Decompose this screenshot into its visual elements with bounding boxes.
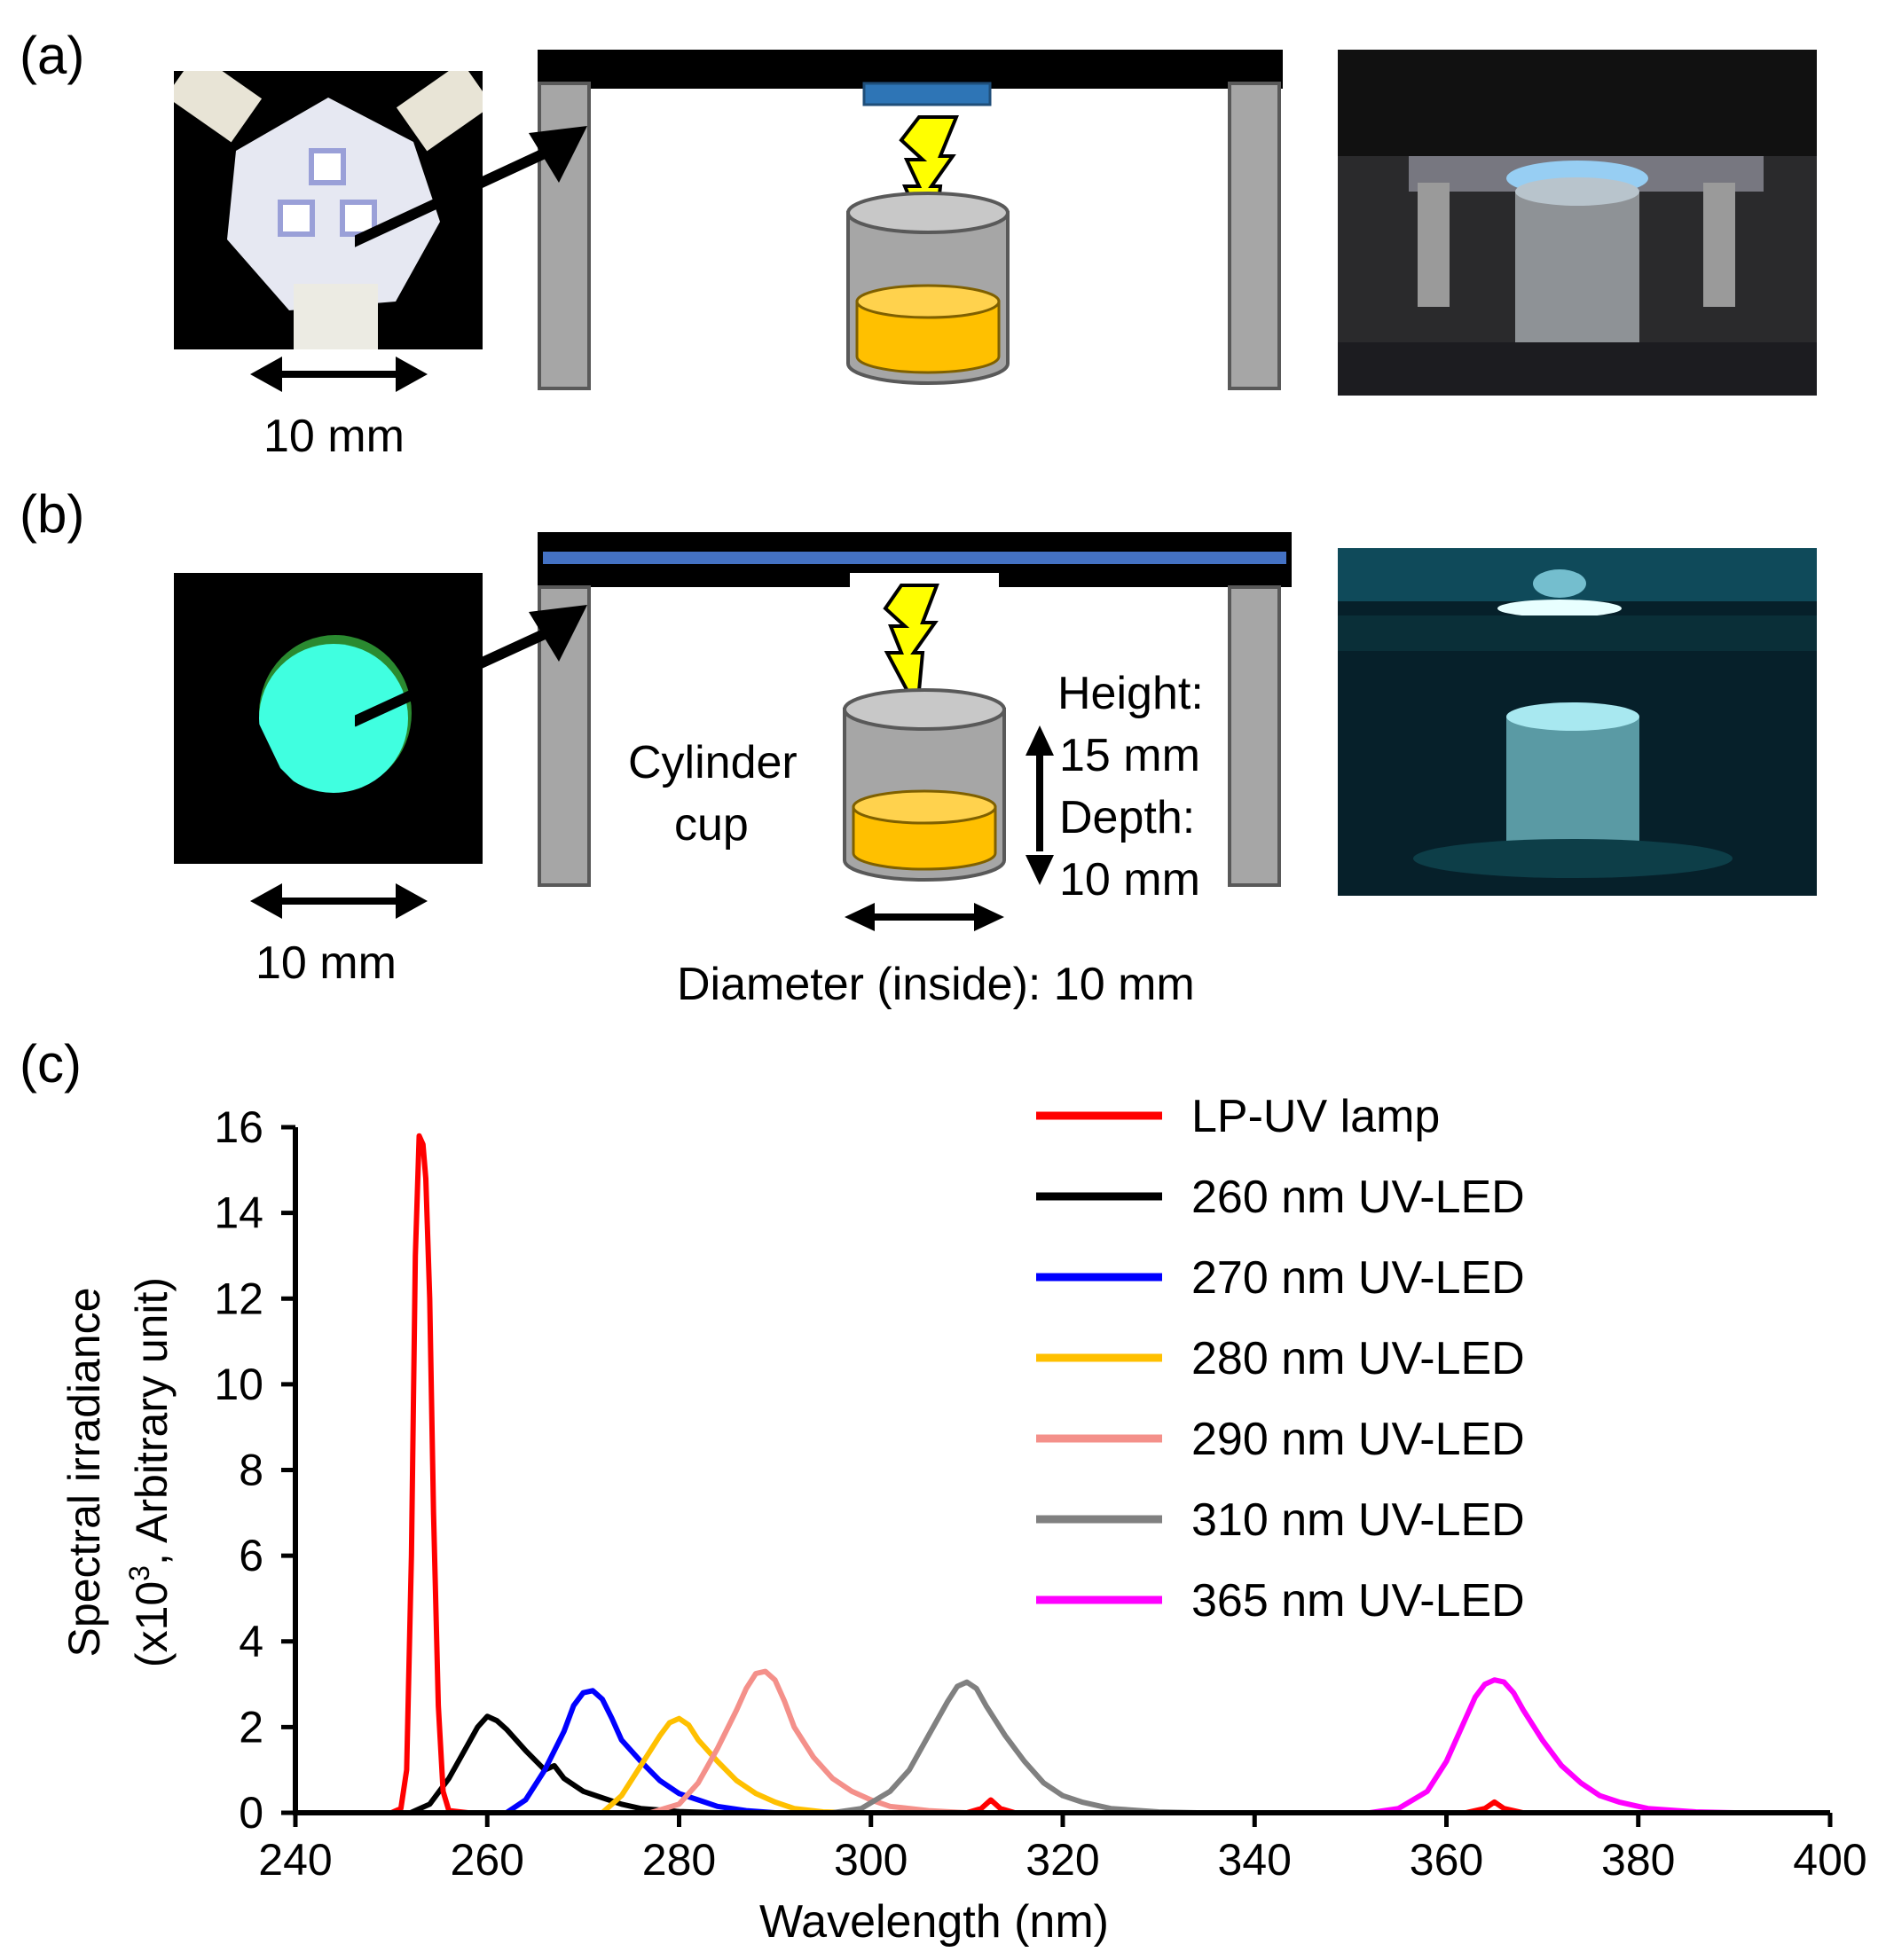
sample-liquid-b <box>852 805 997 871</box>
depth-label: Depth: <box>1059 792 1196 843</box>
y-tick-label-2: 4 <box>239 1617 263 1666</box>
y-tick-label-3: 6 <box>239 1531 263 1580</box>
chart-series-group <box>295 1133 1830 1815</box>
legend-label-4: 290 nm UV-LED <box>1191 1414 1525 1465</box>
x-tick-label-0: 240 <box>258 1835 332 1885</box>
y-tick-label-1: 2 <box>239 1702 263 1752</box>
x-tick-label-5: 340 <box>1218 1835 1292 1885</box>
height-label: Height: <box>1057 668 1204 719</box>
series-line-6 <box>295 1677 1830 1815</box>
series-line-0 <box>295 1133 1830 1815</box>
legend-label-0: LP-UV lamp <box>1191 1091 1440 1142</box>
led-apparatus-photo <box>1338 50 1817 396</box>
chart-legend: LP-UV lamp 260 nm UV-LED 270 nm UV-LED 280 … <box>1036 1091 1525 1627</box>
y-tick-label-4: 8 <box>239 1446 263 1495</box>
led-chip <box>862 82 992 106</box>
lp-uv-lamp-beam-photo <box>174 573 483 864</box>
x-tick-label-8: 400 <box>1793 1835 1866 1885</box>
legend-label-6: 365 nm UV-LED <box>1191 1575 1525 1627</box>
series-line-2 <box>295 1688 1830 1815</box>
panel-c-label: (c) <box>20 1034 82 1094</box>
legend-label-5: 310 nm UV-LED <box>1191 1494 1525 1546</box>
legend-label-3: 280 nm UV-LED <box>1191 1333 1525 1384</box>
series-line-1 <box>295 1713 1830 1815</box>
x-tick-label-2: 280 <box>642 1835 716 1885</box>
x-tick-label-6: 360 <box>1410 1835 1483 1885</box>
scale-arrow-b <box>250 883 428 919</box>
series-line-5 <box>295 1679 1830 1815</box>
right-leg <box>1228 82 1281 390</box>
led-apparatus-diagram <box>355 50 1283 390</box>
legend-label-2: 270 nm UV-LED <box>1191 1252 1525 1304</box>
sample-liquid <box>855 300 1001 374</box>
panel-a-label: (a) <box>20 26 85 85</box>
x-tick-label-7: 380 <box>1601 1835 1675 1885</box>
series-line-3 <box>295 1715 1830 1815</box>
chart-axes: 240 260 280 300 320 340 360 380 400 0 2 4 6 8 10 12 14 16 <box>214 1102 1866 1885</box>
y-tick-label-7: 14 <box>214 1188 263 1238</box>
x-axis-title: Wavelength (nm) <box>759 1896 1109 1948</box>
legend-label-1: 260 nm UV-LED <box>1191 1172 1525 1223</box>
panel-b-label: (b) <box>20 484 85 544</box>
x-tick-label-1: 260 <box>451 1835 524 1885</box>
lamp-apparatus-diagram <box>355 532 1292 931</box>
x-tick-label-4: 320 <box>1026 1835 1099 1885</box>
diameter-label: Diameter (inside): 10 mm <box>677 959 1195 1010</box>
y-axis-title-line2: (x103, Arbitrary unit) <box>123 1277 177 1667</box>
series-line-4 <box>295 1668 1830 1815</box>
y-tick-label-6: 12 <box>214 1274 263 1323</box>
cup-label-line1: Cylinder <box>628 737 798 788</box>
cup-label-line2: cup <box>674 799 749 851</box>
scale-arrow-a <box>250 357 428 392</box>
y-tick-label-5: 10 <box>214 1360 263 1409</box>
depth-value: 10 mm <box>1059 854 1200 906</box>
scale-label-a: 10 mm <box>263 411 405 462</box>
y-tick-label-8: 16 <box>214 1102 263 1152</box>
x-tick-label-3: 300 <box>834 1835 908 1885</box>
y-axis-title-line1: Spectral irradiance <box>59 1288 109 1658</box>
right-leg-b <box>1228 585 1281 887</box>
lamp-apparatus-photo <box>1338 548 1817 896</box>
aperture <box>850 573 999 591</box>
y-tick-label-0: 0 <box>239 1788 263 1838</box>
lamp-tube <box>543 552 1286 564</box>
spectral-irradiance-chart: 240 260 280 300 320 340 360 380 400 0 2 4 6 8 10 12 14 16… <box>59 1091 1867 1948</box>
height-value: 15 mm <box>1059 730 1200 781</box>
scale-label-b: 10 mm <box>255 937 397 989</box>
